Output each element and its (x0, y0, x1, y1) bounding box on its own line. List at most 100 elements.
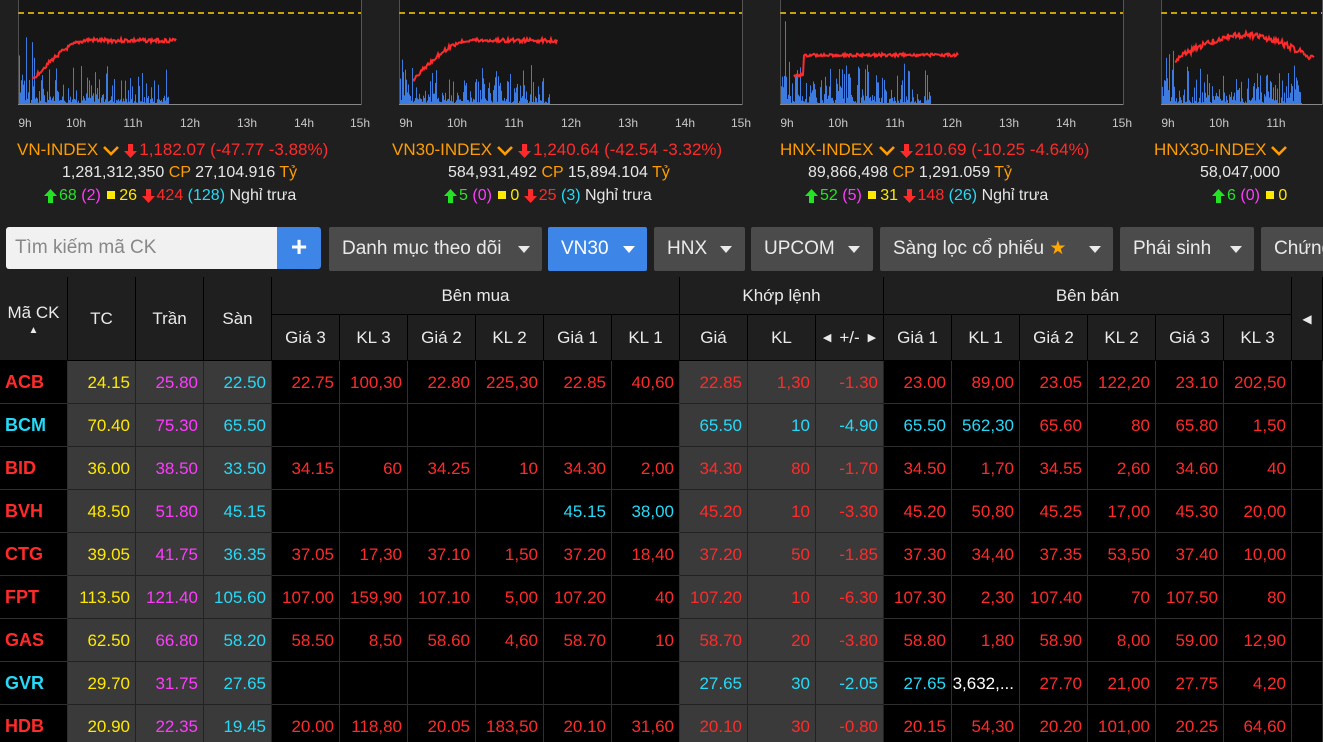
header-label: TC (90, 308, 113, 328)
price-board-table: Mã CK ▲ TC Trần Sàn Bên mua Khớp lệnh Bên bán ◀ G… (0, 277, 1323, 742)
time-tick: 9h (780, 116, 794, 130)
header-label: KL (771, 327, 792, 347)
index-name: HNX-INDEX (780, 140, 874, 159)
tab-derivatives[interactable]: Phái sinh (1120, 227, 1254, 271)
index-panel-2[interactable]: 9h 10h 11h 12h 13h 14h 15h VN30-INDEX 1,240.64 … (0, 0, 1323, 215)
scroll-left-button[interactable]: ◀ (1292, 277, 1323, 361)
header-ref[interactable]: TC (68, 277, 136, 361)
cell-ceil: 22.35 (136, 705, 204, 742)
time-tick: 10h (446, 116, 468, 130)
symbol-cell[interactable]: FPT (0, 576, 68, 619)
cell-sv2: 122,20 (1088, 361, 1156, 404)
cell-sp3: 59.00 (1156, 619, 1224, 662)
cell-bv2: 4,60 (476, 619, 544, 662)
symbol-cell[interactable]: ACB (0, 361, 68, 404)
cell-ceil: 66.80 (136, 619, 204, 662)
ceiling-count: (0) (1240, 187, 1260, 204)
cell-bp2 (408, 404, 476, 447)
cell-sv1: 1,80 (952, 619, 1020, 662)
floor-count: (3) (560, 187, 581, 204)
header-bv1[interactable]: KL 1 (612, 315, 680, 361)
header-floor[interactable]: Sàn (204, 277, 272, 361)
row-spacer (1292, 619, 1323, 662)
cell-sp1: 20.15 (884, 705, 952, 742)
header-sp3[interactable]: Giá 3 (1156, 315, 1224, 361)
index-panel-1[interactable]: 9h 10h 11h 12h 13h 14h 15h VN-INDEX 1,182.07 (-… (0, 0, 1323, 215)
tab-upcom[interactable]: UPCOM (751, 227, 873, 271)
header-label: KL 2 (492, 327, 527, 347)
header-ceil[interactable]: Trần (136, 277, 204, 361)
cell-ref: 36.00 (68, 447, 136, 490)
cell-bp3 (272, 404, 340, 447)
tab-covered-warrant[interactable]: Chứng (1261, 227, 1323, 271)
cell-mp: 58.70 (680, 619, 748, 662)
search-input[interactable]: Tìm kiếm mã CK (6, 227, 277, 269)
cell-bv1 (612, 662, 680, 705)
volume-bars (1162, 50, 1302, 104)
index-volume-line: 1,281,312,350 CP 27,104.916 Tỷ (62, 163, 297, 183)
add-symbol-button[interactable]: + (277, 227, 321, 269)
symbol-cell[interactable]: HDB (0, 705, 68, 742)
header-sv1[interactable]: KL 1 (952, 315, 1020, 361)
stock-screener-dropdown[interactable]: Sàng lọc cổ phiếu ★ (880, 227, 1113, 271)
cell-bp1: 45.15 (544, 490, 612, 533)
cell-sv3: 40 (1224, 447, 1292, 490)
cell-mp: 22.85 (680, 361, 748, 404)
time-tick: 11h (123, 116, 143, 130)
header-label: KL 1 (628, 327, 663, 347)
time-tick: 14h (674, 116, 696, 130)
symbol-cell[interactable]: BID (0, 447, 68, 490)
group-buy: Bên mua (272, 277, 680, 315)
tab-vn30-label: VN30 (561, 238, 609, 259)
chevron-down-icon (623, 246, 635, 253)
symbol-cell[interactable]: GAS (0, 619, 68, 662)
header-sv2[interactable]: KL 2 (1088, 315, 1156, 361)
header-chg[interactable]: ◀ +/- ▶ (816, 315, 884, 361)
header-bp2[interactable]: Giá 2 (408, 315, 476, 361)
cell-bv1 (612, 404, 680, 447)
index-volume: 58,047,000 (1200, 164, 1281, 181)
symbol-cell[interactable]: GVR (0, 662, 68, 705)
header-bp3[interactable]: Giá 3 (272, 315, 340, 361)
header-sp1[interactable]: Giá 1 (884, 315, 952, 361)
header-bv2[interactable]: KL 2 (476, 315, 544, 361)
time-tick: 11h (504, 116, 524, 130)
cell-mp: 65.50 (680, 404, 748, 447)
header-bv3[interactable]: KL 3 (340, 315, 408, 361)
cell-sp1: 45.20 (884, 490, 952, 533)
cell-sv1: 34,40 (952, 533, 1020, 576)
cell-chg: -3.30 (816, 490, 884, 533)
time-tick: 9h (1161, 116, 1175, 130)
header-symbol[interactable]: Mã CK ▲ (0, 277, 68, 361)
symbol-cell[interactable]: BCM (0, 404, 68, 447)
index-panel-4[interactable]: 9h 10h 11h HNX30-INDEX 58,047,000 6 (0) 0 (0, 0, 1323, 215)
watchlist-dropdown[interactable]: Danh mục theo dõi (329, 227, 542, 271)
tab-hnx[interactable]: HNX (654, 227, 745, 271)
breadth-line: 52 (5) 31 148 (26) Nghỉ trưa (805, 186, 1048, 206)
symbol-cell[interactable]: CTG (0, 533, 68, 576)
header-mv[interactable]: KL (748, 315, 816, 361)
cell-sp2: 65.60 (1020, 404, 1088, 447)
cp-label: CP (892, 164, 915, 181)
cell-bp2 (408, 490, 476, 533)
header-sp2[interactable]: Giá 2 (1020, 315, 1088, 361)
header-sv3[interactable]: KL 3 (1224, 315, 1292, 361)
cell-bp1: 37.20 (544, 533, 612, 576)
unchanged: 26 (119, 187, 138, 204)
header-label: Giá 2 (421, 327, 462, 347)
cell-bv3 (340, 404, 408, 447)
cell-sv2: 80 (1088, 404, 1156, 447)
cell-bp2: 20.05 (408, 705, 476, 742)
index-volume: 89,866,498 (808, 164, 889, 181)
header-mp[interactable]: Giá (680, 315, 748, 361)
symbol-cell[interactable]: BVH (0, 490, 68, 533)
header-bp1[interactable]: Giá 1 (544, 315, 612, 361)
unchanged-icon (1266, 190, 1275, 199)
index-panel-3[interactable]: 9h 10h 11h 12h 13h 14h 15h HNX-INDEX 210.69 (-1… (0, 0, 1323, 215)
tab-vn30[interactable]: VN30 (548, 227, 647, 271)
index-change: (-47.77 -3.88%) (210, 140, 329, 159)
header-label: KL 2 (1104, 327, 1139, 347)
cell-sv1: 3,632,... (952, 662, 1020, 705)
row-spacer (1292, 662, 1323, 705)
index-summary: VN-INDEX 1,182.07 (-47.77 -3.88%) (17, 140, 328, 160)
